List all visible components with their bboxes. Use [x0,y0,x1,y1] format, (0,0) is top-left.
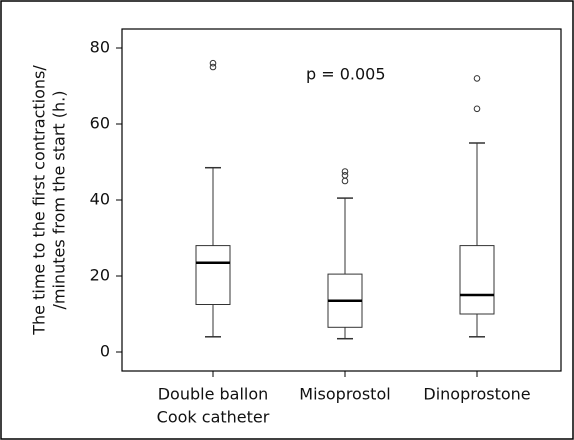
y-tick-label: 40 [90,190,110,209]
y-tick-label: 20 [90,266,110,285]
outlier [341,172,349,179]
y-tick-label: 0 [100,342,110,361]
x-tick-label: Double ballon [158,385,269,404]
outlier [473,105,481,113]
outlier [341,177,349,185]
x-tick-label: Dinoprostone [423,385,530,404]
y-axis-label: /minutes from the start (h.) [50,91,69,310]
outlier [209,63,217,71]
outlier [209,59,217,67]
outlier [473,75,481,82]
x-tick-label: Misoprostol [299,385,390,404]
y-tick-label: 60 [90,114,110,133]
annotation: p = 0.005 [306,65,386,84]
y-axis-label: The time to the first contractions/ [30,65,49,336]
outlier [341,168,349,175]
box [459,245,495,315]
x-tick-label: Cook catheter [157,408,270,427]
box [195,245,231,306]
y-tick-label: 80 [90,38,110,57]
